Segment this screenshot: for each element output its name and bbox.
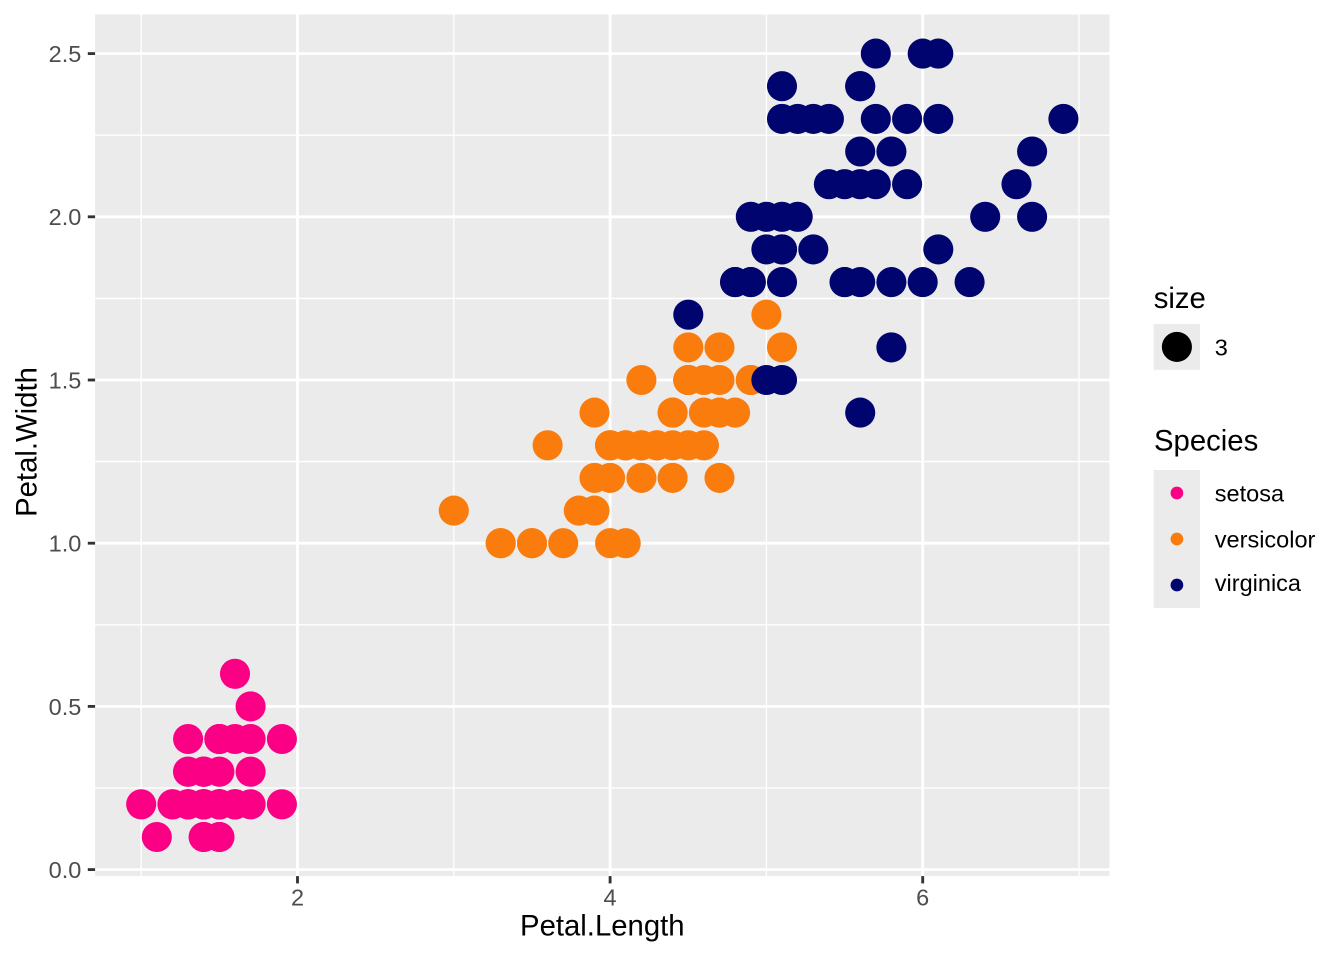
svg-text:3: 3: [1215, 335, 1228, 361]
svg-text:1.5: 1.5: [49, 367, 82, 393]
svg-text:size: size: [1154, 282, 1206, 315]
svg-text:4: 4: [604, 885, 617, 911]
svg-text:virginica: virginica: [1215, 570, 1302, 596]
svg-text:Petal.Length: Petal.Length: [520, 910, 685, 943]
svg-text:2.0: 2.0: [49, 204, 82, 230]
svg-text:setosa: setosa: [1215, 481, 1285, 507]
svg-text:Petal.Width: Petal.Width: [11, 367, 44, 517]
svg-text:6: 6: [916, 885, 929, 911]
svg-text:2.5: 2.5: [49, 41, 82, 67]
svg-text:1.0: 1.0: [49, 531, 82, 557]
svg-text:0.0: 0.0: [49, 857, 82, 883]
svg-text:2: 2: [291, 885, 304, 911]
svg-text:versicolor: versicolor: [1215, 527, 1316, 553]
svg-text:Species: Species: [1154, 424, 1258, 457]
svg-text:0.5: 0.5: [49, 694, 82, 720]
